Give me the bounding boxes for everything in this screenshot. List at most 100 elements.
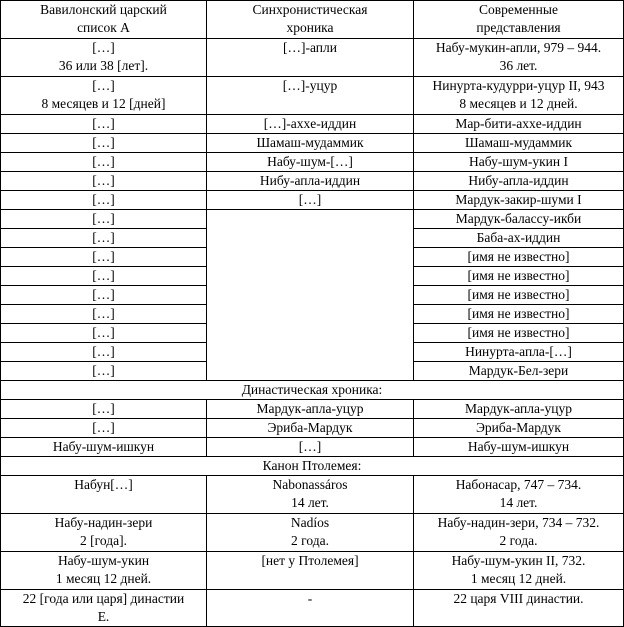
table-cell: Мардук-апла-уцур	[413, 399, 624, 419]
cell-line: список А	[77, 20, 130, 35]
cell-line: Е.	[97, 609, 110, 624]
table-cell: […] 8 месяцев и 12 [дней]	[0, 76, 207, 115]
table-cell: Nabonassáros 14 лет.	[206, 475, 414, 514]
cell-line: Набу-шум-укин	[57, 553, 150, 568]
cell-line: Набонасар, 747 – 734.	[455, 477, 582, 492]
table-cell: […] 36 или 38 [лет].	[0, 38, 207, 77]
cell-line: 8 месяцев и 12 [дней]	[41, 96, 166, 111]
table-cell: […]	[0, 133, 207, 153]
column-header: Вавилонский царский список А	[0, 0, 207, 39]
table-cell: [имя не известно]	[413, 285, 624, 305]
table-cell: Шамаш-мудаммик	[413, 133, 624, 153]
cell-line: 1 месяц 12 дней.	[470, 571, 567, 586]
table-cell: […]-апли	[206, 38, 414, 77]
table-cell: [имя не известно]	[413, 323, 624, 343]
table-cell: Мардук-Бел-зери	[413, 361, 624, 381]
table-cell: Нибу-апла-иддин	[413, 171, 624, 191]
table-cell: Набун[…]	[0, 475, 207, 514]
table-cell: Мардук-балассу-икби	[413, 209, 624, 229]
table-cell: Набу-шум-[…]	[206, 152, 414, 172]
table-row: […] Набу-шум-[…] Набу-шум-укин I	[0, 152, 624, 172]
table-cell: [нет у Птолемея]	[206, 551, 414, 590]
table-cell: Нинурта-кудурри-уцур II, 943 8 месяцев и …	[413, 76, 624, 115]
table-cell: Набу-надин-зери, 734 – 732. 2 года.	[413, 513, 624, 552]
cell-line: Синхронистическая	[252, 2, 368, 17]
cell-line: представления	[476, 20, 561, 35]
cell-line: [нет у Птолемея]	[261, 553, 359, 568]
table-cell: Набу-шум-укин II, 732. 1 месяц 12 дней.	[413, 551, 624, 590]
table-cell: […]	[0, 209, 207, 229]
table-row: […] Мардук-балассу-икби	[0, 209, 624, 381]
cell-line: 2 года.	[291, 533, 329, 548]
cell-line: 36 лет.	[499, 58, 538, 73]
column-header: Современные представления	[413, 0, 624, 39]
cell-line: хроника	[286, 20, 334, 35]
table-row: […] 36 или 38 [лет]. […]-апли Набу-мукин-ап…	[0, 38, 624, 77]
empty-merged-cell	[206, 209, 414, 381]
table-cell: Набонасар, 747 – 734. 14 лет.	[413, 475, 624, 514]
section-title: Династическая хроника:	[0, 380, 624, 400]
table-cell: […]	[0, 228, 207, 248]
table-cell: Набу-мукин-апли, 979 – 944. 36 лет.	[413, 38, 624, 77]
table-row: Набун[…] Nabonassáros 14 лет. Набонасар, 74…	[0, 475, 624, 514]
table-row: […] Мардук-Бел-зери	[0, 361, 624, 381]
table-cell: Нибу-апла-иддин	[206, 171, 414, 191]
table-cell: [имя не известно]	[413, 247, 624, 267]
table-cell: Nadíos 2 года.	[206, 513, 414, 552]
table-cell: 22 [года или царя] династии Е.	[0, 589, 207, 627]
header-row: Вавилонский царский список А Синхронистиче…	[0, 0, 624, 39]
cell-line: 1 месяц 12 дней.	[55, 571, 152, 586]
cell-line: Вавилонский царский	[40, 2, 167, 17]
cell-line: Nabonassáros	[272, 477, 348, 492]
cell-line: 8 месяцев и 12 дней.	[459, 96, 578, 111]
table-row: […] [имя не известно]	[0, 266, 624, 286]
table-cell: Нинурта-апла-[…]	[413, 342, 624, 362]
cell-line: 2 [года].	[80, 533, 127, 548]
table-cell: […]	[0, 152, 207, 172]
cell-line: Набу-надин-зери, 734 – 732.	[437, 515, 600, 530]
table-cell: […]	[0, 266, 207, 286]
table-row: […] Мардук-апла-уцур Мардук-апла-уцур	[0, 399, 624, 419]
table-cell: Набу-надин-зери 2 [года].	[0, 513, 207, 552]
section-row: Династическая хроника:	[0, 380, 624, 400]
table-cell: […]	[0, 418, 207, 438]
table-row: […] Нибу-апла-иддин Нибу-апла-иддин	[0, 171, 624, 191]
table-cell: Баба-ах-иддин	[413, 228, 624, 248]
table-cell: […]	[0, 285, 207, 305]
table-cell: […]	[0, 361, 207, 381]
table-cell: […]	[206, 190, 414, 210]
table-cell: Мардук-закир-шуми I	[413, 190, 624, 210]
table-row: […] 8 месяцев и 12 [дней] […]-уцур Нинурта-…	[0, 76, 624, 115]
cell-line: Набу-шум-укин II, 732.	[451, 553, 586, 568]
table-row: […] Шамаш-мудаммик Шамаш-мудаммик	[0, 133, 624, 153]
table-cell: [имя не известно]	[413, 304, 624, 324]
table-cell: -	[206, 589, 414, 627]
table-row: 22 [года или царя] династии Е. - 22 царя VI…	[0, 589, 624, 627]
table-row: Набу-шум-ишкун […] Набу-шум-ишкун	[0, 437, 624, 457]
column-header: Синхронистическая хроника	[206, 0, 414, 39]
cell-line: 22 царя VIII династии.	[453, 591, 584, 606]
cell-line: 14 лет.	[499, 495, 538, 510]
cell-line: […]	[92, 78, 115, 93]
cell-line: Набу-мукин-апли, 979 – 944.	[435, 40, 602, 55]
table-row: […] [имя не известно]	[0, 304, 624, 324]
table-cell: […]	[0, 190, 207, 210]
cell-line: Нинурта-кудурри-уцур II, 943	[432, 78, 605, 93]
table-cell: […]	[206, 437, 414, 457]
cell-line: Современные	[479, 2, 558, 17]
table-cell: Набу-шум-ишкун	[413, 437, 624, 457]
table-row: […] […]-ахxе-иддин Мар-бити-ахxе-иддин	[0, 114, 624, 134]
table-cell: 22 царя VIII династии.	[413, 589, 624, 627]
table-row: […] Нинурта-апла-[…]	[0, 342, 624, 362]
cell-line: 14 лет.	[291, 495, 329, 510]
section-title: Канон Птолемея:	[0, 456, 624, 476]
table-row: […] Эриба-Мардук Эриба-Мардук	[0, 418, 624, 438]
table-cell: […]	[0, 342, 207, 362]
table-cell: [имя не известно]	[413, 266, 624, 286]
table-cell: Мардук-апла-уцур	[206, 399, 414, 419]
table-cell: Набу-шум-ишкун	[0, 437, 207, 457]
table-cell: […]	[0, 304, 207, 324]
table-row: […] [имя не известно]	[0, 323, 624, 343]
section-row: Канон Птолемея:	[0, 456, 624, 476]
